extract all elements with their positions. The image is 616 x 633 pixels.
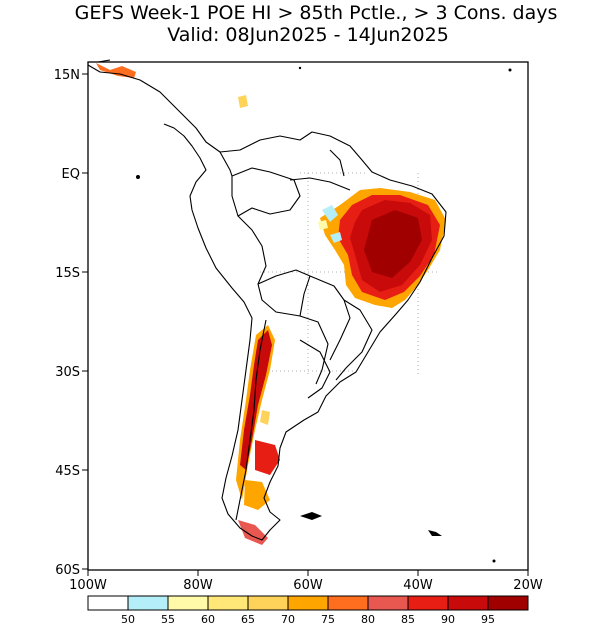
lat-label-45s: 45S: [55, 464, 80, 479]
axis-ticks: [82, 73, 529, 576]
country-borders: [87, 59, 447, 541]
lat-label-15s: 15S: [55, 266, 80, 281]
lon-label-20w: 20W: [513, 578, 543, 593]
colorbar-swatch: [207, 595, 249, 611]
lon-label-60w: 60W: [293, 578, 323, 593]
lat-label-15n: 15N: [54, 68, 80, 83]
colorbar-label: 60: [201, 613, 215, 626]
lon-label-100w: 100W: [69, 578, 107, 593]
colorbar-swatch: [247, 595, 289, 611]
colorbar-label: 70: [281, 613, 295, 626]
heat-region-brazil: [318, 188, 446, 308]
colorbar-label: 75: [321, 613, 335, 626]
colorbar-label: 90: [441, 613, 455, 626]
colorbar: 50 55 60 65 70 75 80 85 90 95: [87, 595, 529, 626]
lat-label-eq: EQ: [62, 167, 80, 182]
islands: [136, 66, 512, 563]
colorbar-swatch: [367, 595, 409, 611]
lon-label-80w: 80W: [183, 578, 213, 593]
lon-label-40w: 40W: [403, 578, 433, 593]
colorbar-label: 50: [121, 613, 135, 626]
colorbar-swatch: [87, 595, 129, 611]
lat-label-60s: 60S: [55, 563, 80, 578]
heat-region-south: [96, 63, 280, 545]
colorbar-swatch: [127, 595, 169, 611]
colorbar-swatch: [327, 595, 369, 611]
colorbar-swatch: [287, 595, 329, 611]
colorbar-label: 55: [161, 613, 175, 626]
chart-title: GEFS Week-1 POE HI > 85th Pctle., > 3 Co…: [74, 2, 558, 24]
colorbar-label: 65: [241, 613, 255, 626]
colorbar-swatch: [167, 595, 209, 611]
colorbar-label: 95: [481, 613, 495, 626]
lat-label-30s: 30S: [55, 365, 80, 380]
valid-dates: Valid: 08Jun2025 - 14Jun2025: [167, 24, 449, 46]
colorbar-label: 80: [361, 613, 375, 626]
colorbar-swatch: [447, 595, 489, 611]
map-frame: [87, 61, 529, 571]
colorbar-label: 85: [401, 613, 415, 626]
colorbar-swatch: [487, 595, 529, 611]
colorbar-swatch: [407, 595, 449, 611]
